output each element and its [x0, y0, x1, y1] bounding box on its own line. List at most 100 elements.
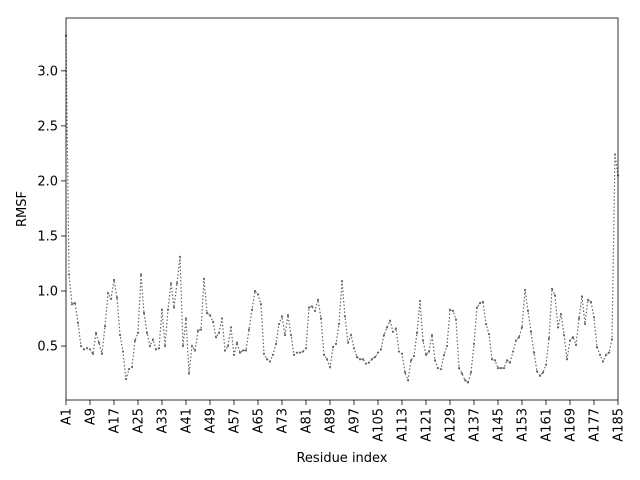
rmsf-point	[526, 309, 530, 312]
x-tick-label: A49	[204, 408, 219, 433]
y-tick-label: 2.5	[37, 119, 58, 134]
rmsf-point	[358, 358, 362, 361]
rmsf-point	[337, 322, 341, 326]
x-tick-label: A177	[588, 408, 603, 442]
x-tick-label: A97	[348, 408, 363, 433]
rmsf-point	[496, 366, 500, 370]
rmsf-point	[133, 339, 137, 342]
rmsf-point	[580, 295, 584, 298]
rmsf-point	[400, 352, 404, 355]
rmsf-point	[325, 358, 329, 361]
rmsf-point	[253, 289, 257, 293]
rmsf-point	[541, 371, 545, 374]
rmsf-point	[430, 333, 434, 337]
rmsf-point	[241, 349, 245, 352]
rmsf-point	[412, 354, 416, 358]
rmsf-point	[568, 339, 572, 342]
rmsf-point	[235, 341, 239, 344]
rmsf-point	[394, 327, 398, 330]
y-tick-label: 3.0	[37, 64, 58, 79]
rmsf-point	[115, 296, 119, 299]
rmsf-point	[172, 306, 176, 309]
rmsf-point	[340, 280, 344, 283]
rmsf-point	[292, 353, 296, 356]
rmsf-point	[445, 344, 449, 348]
rmsf-point	[70, 303, 74, 306]
rmsf-point	[145, 331, 149, 334]
rmsf-point	[559, 313, 563, 316]
rmsf-point	[385, 326, 389, 329]
rmsf-point	[592, 316, 596, 319]
rmsf-point	[598, 353, 602, 356]
rmsf-point	[94, 331, 98, 334]
rmsf-point	[505, 359, 509, 362]
rmsf-point	[538, 374, 542, 377]
rmsf-point	[448, 308, 452, 311]
x-tick-label: A161	[540, 408, 555, 442]
rmsf-point	[361, 358, 365, 361]
rmsf-point	[163, 344, 167, 348]
rmsf-point	[472, 342, 476, 345]
x-tick-label: A129	[444, 408, 459, 442]
x-axis-label: Residue index	[296, 451, 387, 466]
rmsf-point	[232, 353, 236, 356]
rmsf-point	[565, 358, 569, 361]
rmsf-point	[265, 358, 269, 361]
rmsf-point	[403, 371, 407, 374]
rmsf-point	[211, 320, 215, 323]
rmsf-point	[409, 359, 413, 362]
rmsf-point	[379, 348, 383, 351]
rmsf-point	[511, 350, 515, 353]
rmsf-point	[277, 322, 281, 326]
rmsf-point	[118, 333, 122, 337]
rmsf-point	[547, 337, 551, 340]
rmsf-point	[520, 326, 524, 329]
rmsf-point	[202, 277, 206, 281]
x-tick-label: A145	[492, 408, 507, 442]
rmsf-point	[331, 346, 335, 349]
rmsf-point	[214, 336, 218, 339]
rmsf-point	[604, 353, 608, 356]
rmsf-point	[601, 360, 605, 363]
rmsf-point	[229, 326, 233, 329]
rmsf-point	[262, 352, 266, 355]
rmsf-point	[289, 333, 293, 337]
rmsf-point	[283, 333, 287, 337]
x-tick-label: A17	[108, 408, 123, 433]
rmsf-point	[178, 255, 182, 258]
rmsf-point	[466, 381, 470, 384]
rmsf-point	[508, 361, 512, 364]
rmsf-point	[460, 372, 464, 375]
rmsf-point	[106, 292, 110, 295]
y-tick-label: 1.5	[37, 229, 58, 244]
rmsf-point	[523, 288, 527, 292]
rmsf-point	[73, 302, 77, 305]
rmsf-point	[586, 298, 590, 301]
rmsf-point	[142, 311, 146, 315]
rmsf-point	[583, 322, 587, 326]
rmsf-point	[364, 362, 368, 365]
rmsf-point	[349, 333, 353, 337]
rmsf-point	[532, 351, 536, 354]
rmsf-point	[205, 311, 209, 315]
rmsf-point	[100, 352, 104, 355]
rmsf-point	[112, 278, 116, 282]
rmsf-point	[388, 319, 392, 322]
rmsf-point	[304, 347, 308, 350]
rmsf-point	[607, 351, 611, 354]
rmsf-point	[589, 300, 593, 304]
rmsf-point	[310, 305, 314, 308]
rmsf-point	[463, 379, 467, 382]
rmsf-point	[415, 331, 419, 334]
rmsf-point	[427, 350, 431, 353]
x-tick-label: A57	[228, 408, 243, 433]
rmsf-point	[181, 344, 185, 348]
rmsf-point	[535, 370, 539, 373]
rmsf-point	[298, 351, 302, 354]
rmsf-point	[595, 346, 599, 349]
rmsf-point	[571, 336, 575, 339]
rmsf-point	[367, 361, 371, 364]
rmsf-point	[190, 344, 194, 348]
x-tick-label: A73	[276, 408, 291, 433]
